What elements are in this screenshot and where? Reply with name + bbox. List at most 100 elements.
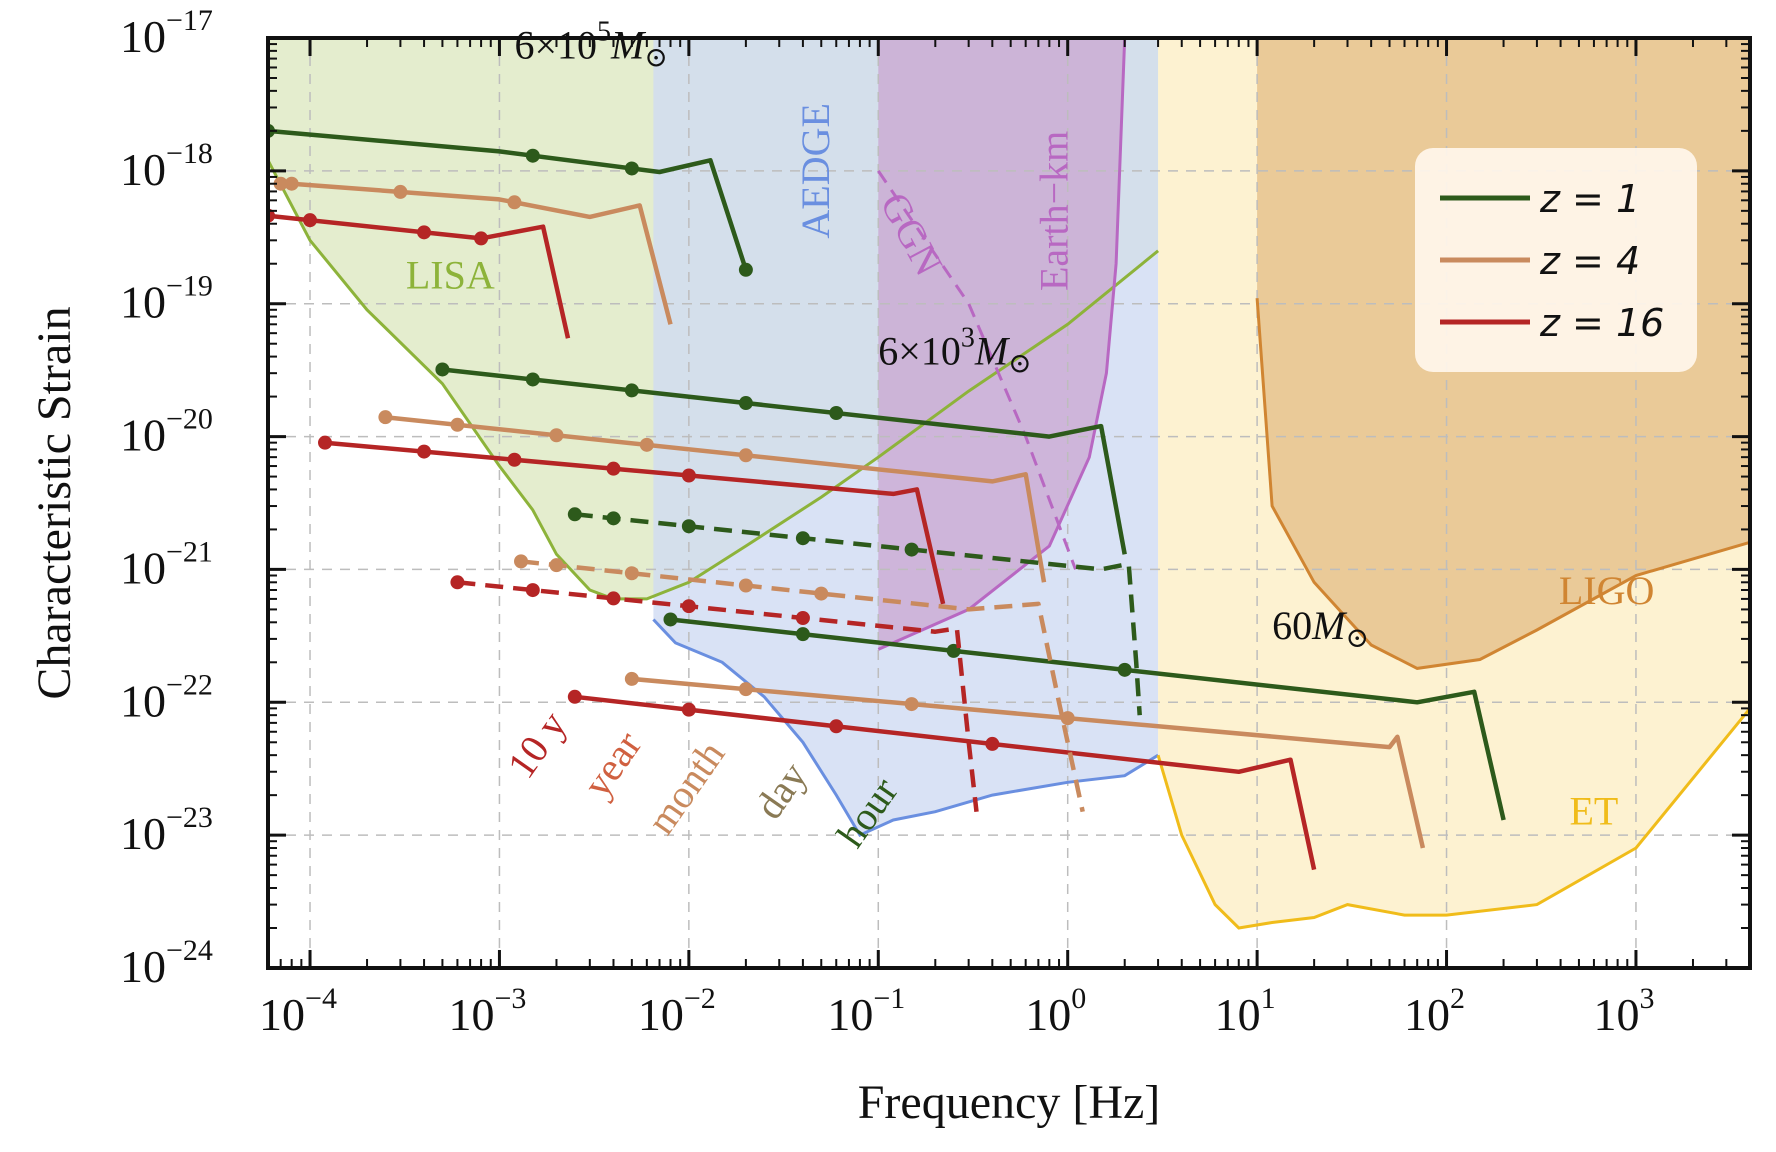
y-tick-exp: −20 — [166, 403, 213, 436]
series-line-8 — [574, 694, 1317, 871]
series-marker — [417, 444, 432, 459]
series-10 — [514, 554, 1085, 813]
series-marker — [474, 231, 489, 246]
series-start-dot — [567, 507, 582, 522]
series-marker — [624, 383, 639, 398]
series-5 — [318, 435, 946, 605]
annotation-base: 60 — [1272, 603, 1312, 648]
series-marker — [525, 148, 540, 163]
x-tick-base: 10 — [1404, 989, 1450, 1040]
y-tick-base: 10 — [120, 144, 166, 195]
y-tick-label-0: 10−17 — [120, 4, 213, 62]
x-tick-label-4: 100 — [1025, 982, 1086, 1040]
series-marker — [1117, 662, 1132, 677]
detector-label-lisa: LISA — [406, 253, 495, 298]
series-9 — [567, 507, 1142, 716]
series-marker — [829, 406, 844, 421]
annotation-mass: M — [974, 328, 1011, 373]
source-series — [268, 123, 1506, 871]
series-marker — [549, 428, 564, 443]
series-marker — [624, 566, 639, 581]
annotation-sun: ⊙ — [1008, 348, 1031, 379]
x-tick-label-2: 10−2 — [638, 982, 716, 1040]
series-marker — [738, 262, 753, 277]
series-line-9 — [574, 512, 1142, 716]
series-line-0 — [268, 128, 749, 271]
annotation-mass: M — [1311, 603, 1348, 648]
detector-label-earth-km: Earth−km — [1032, 131, 1077, 291]
series-marker — [417, 225, 432, 240]
y-tick-exp: −21 — [166, 535, 213, 568]
y-tick-exp: −22 — [166, 668, 213, 701]
y-tick-base: 10 — [120, 542, 166, 593]
series-7 — [624, 671, 1426, 849]
legend: z = 1 z = 4 z = 16 — [1415, 148, 1697, 372]
series-line-11 — [457, 580, 979, 812]
y-tick-exp: −24 — [166, 934, 213, 967]
series-line-10 — [520, 559, 1085, 813]
y-tick-label-6: 10−23 — [120, 801, 213, 859]
series-marker — [681, 468, 696, 483]
x-tick-label-0: 10−4 — [259, 982, 337, 1040]
legend-label-z16: z = 16 — [1539, 301, 1664, 345]
series-marker — [606, 591, 621, 606]
x-tick-exp: −4 — [305, 982, 337, 1015]
series-start-dot — [567, 689, 582, 704]
detector-curve-ggn — [877, 170, 1077, 570]
x-tick-base: 10 — [1215, 989, 1261, 1040]
series-start-dot — [663, 612, 678, 627]
series-line-7 — [631, 676, 1426, 849]
series-marker — [681, 519, 696, 534]
axis-ticks — [267, 36, 1750, 970]
annotation-base: 6×10 — [514, 23, 597, 68]
detector-fill-earth-km — [878, 38, 1125, 650]
series-marker — [549, 558, 564, 573]
annotation-mass: M — [610, 23, 647, 68]
series-start-dot — [624, 671, 639, 686]
series-start-dot — [284, 176, 299, 191]
x-tick-exp: −1 — [873, 982, 905, 1015]
y-tick-base: 10 — [120, 11, 166, 62]
detector-curve-et — [1156, 707, 1750, 930]
y-tick-base: 10 — [120, 941, 166, 992]
detector-label-aedge: AEDGE — [793, 103, 838, 239]
series-marker — [606, 461, 621, 476]
series-marker — [738, 682, 753, 697]
y-tick-label-1: 10−18 — [120, 137, 213, 195]
series-line-1 — [291, 181, 673, 325]
y-tick-base: 10 — [120, 808, 166, 859]
series-start-dot — [318, 435, 333, 450]
series-marker — [639, 437, 654, 452]
y-tick-exp: −23 — [166, 801, 213, 834]
series-marker — [681, 599, 696, 614]
plot-frame — [266, 36, 1752, 970]
x-tick-label-5: 101 — [1215, 982, 1276, 1040]
series-11 — [450, 575, 979, 812]
x-tick-base: 10 — [259, 989, 305, 1040]
y-tick-label-3: 10−20 — [120, 403, 213, 461]
series-marker — [738, 578, 753, 593]
annotation-sun: ⊙ — [644, 43, 667, 74]
series-marker — [795, 627, 810, 642]
detector-curve-aedge — [652, 618, 1159, 838]
x-tick-label-6: 102 — [1404, 982, 1465, 1040]
series-4 — [378, 410, 1047, 583]
annotation-base: 6×10 — [878, 328, 961, 373]
series-marker — [904, 697, 919, 712]
series-start-dot — [378, 410, 393, 425]
y-tick-exp: −19 — [166, 270, 213, 303]
x-tick-label-1: 10−3 — [448, 982, 526, 1040]
series-line-2 — [268, 213, 571, 339]
series-marker — [1060, 711, 1075, 726]
annotation-exp: 5 — [597, 17, 611, 48]
series-marker — [795, 531, 810, 546]
series-marker — [624, 161, 639, 176]
series-line-6 — [670, 617, 1506, 821]
series-marker — [525, 583, 540, 598]
x-tick-base: 10 — [638, 989, 684, 1040]
annotation-mass-1: 6×105M⊙ — [514, 17, 667, 74]
detector-label-et: ET — [1569, 789, 1618, 834]
series-marker — [303, 213, 318, 228]
series-6 — [663, 612, 1506, 821]
